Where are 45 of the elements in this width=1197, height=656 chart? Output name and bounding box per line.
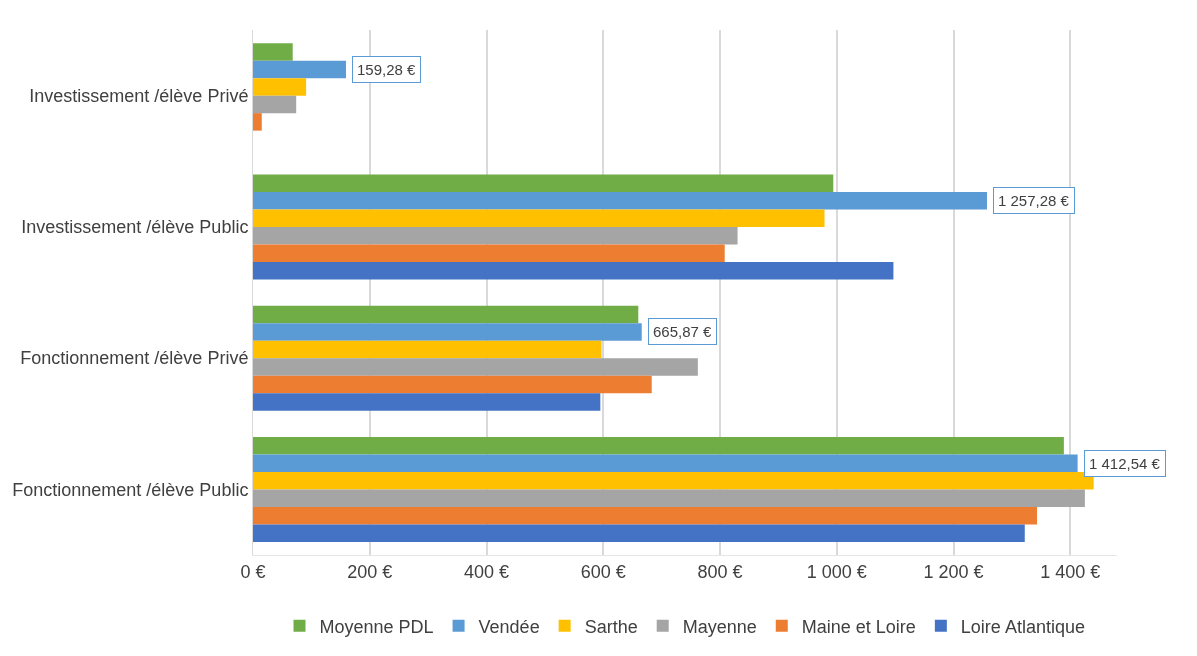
bar xyxy=(253,95,297,114)
legend-label: Loire Atlantique xyxy=(960,616,1085,637)
data-label: 1 412,54 € xyxy=(1089,455,1161,472)
x-tick-label: 200 € xyxy=(347,561,393,582)
data-label: 665,87 € xyxy=(653,323,713,340)
x-tick-label: 400 € xyxy=(463,561,510,582)
x-tick-label: 1 000 € xyxy=(806,561,867,582)
bar xyxy=(253,261,894,280)
x-tick-label: 600 € xyxy=(580,561,626,582)
bar xyxy=(253,375,652,394)
bar xyxy=(253,506,1038,525)
bar xyxy=(253,60,346,79)
y-tick-label: Fonctionnement /élève Privé xyxy=(20,348,249,369)
bar xyxy=(253,393,601,411)
bar xyxy=(253,305,639,324)
legend-label: Sarthe xyxy=(584,616,638,637)
bar xyxy=(253,226,738,245)
data-label: 159,28 € xyxy=(357,61,417,78)
bar xyxy=(253,78,307,96)
data-label: 1 257,28 € xyxy=(998,192,1070,209)
x-tick-label: 1 200 € xyxy=(923,561,984,582)
bar xyxy=(253,244,725,262)
bar xyxy=(253,436,1064,455)
x-tick-label: 1 400 € xyxy=(1040,561,1101,582)
bar xyxy=(253,174,834,192)
bar xyxy=(253,191,987,210)
y-tick-label: Investissement /élève Privé xyxy=(29,85,249,106)
y-tick-label: Investissement /élève Public xyxy=(21,217,249,238)
bar xyxy=(253,113,262,131)
bar xyxy=(253,323,642,341)
legend-label: Mayenne xyxy=(682,616,757,637)
y-tick-label: Fonctionnement /élève Public xyxy=(12,479,249,500)
x-tick-label: 0 € xyxy=(240,561,266,582)
bar xyxy=(253,454,1078,472)
bar xyxy=(253,358,698,376)
x-tick-label: 800 € xyxy=(697,561,743,582)
bar xyxy=(253,209,825,227)
legend-label: Moyenne PDL xyxy=(319,616,434,637)
bar xyxy=(253,340,602,359)
legend-label: Vendée xyxy=(478,616,540,637)
bar xyxy=(253,471,1094,490)
bar xyxy=(253,524,1025,542)
legend-label: Maine et Loire xyxy=(801,616,916,637)
bar xyxy=(253,43,293,61)
bar xyxy=(253,489,1085,507)
